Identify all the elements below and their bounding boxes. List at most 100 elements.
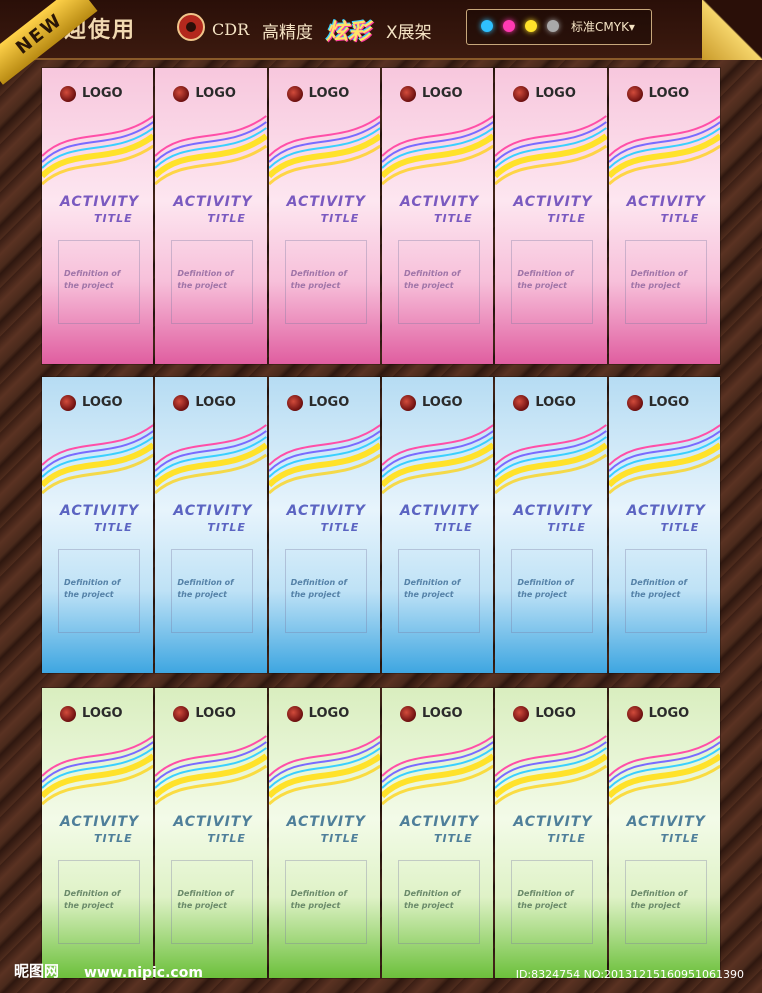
logo-text: LOGO [195,395,236,410]
xframe-panel[interactable]: LOGO ACTIVITY TITLE Definition of the proje… [155,377,267,673]
logo-text: LOGO [535,706,576,721]
image-id: ID:8324754 NO:20131215160951061390 [515,968,744,981]
project-description: Definition of the project [64,578,121,599]
rainbow-wave [495,115,607,186]
logo-icon [399,86,416,102]
xframe-panel[interactable]: LOGO ACTIVITY TITLE Definition of the proje… [495,377,607,673]
logo-icon [173,86,190,102]
site-url[interactable]: www.nipic.com [84,965,203,981]
xframe-panel[interactable]: LOGO ACTIVITY TITLE Definition of the proje… [381,68,494,364]
rainbow-wave [155,424,267,495]
activity-subtitle: TITLE [207,521,246,534]
logo-text: LOGO [421,706,463,721]
project-description: Definition of the project [177,578,234,599]
photo-frame [58,240,140,324]
xframe-panel[interactable]: LOGO ACTIVITY TITLE Definition of the proje… [495,68,607,364]
project-description: Definition of the project [630,889,687,910]
photo-frame [397,549,480,633]
high-precision-label: 高精度 [262,23,313,43]
xframe-panel[interactable]: LOGO ACTIVITY TITLE Definition of the proje… [495,688,607,978]
cmyk-label[interactable]: 标准CMYK▾ [571,20,635,34]
activity-title: ACTIVITY [286,814,366,830]
logo-text: LOGO [535,86,576,101]
xframe-panel[interactable]: LOGO ACTIVITY TITLE Definition of the proje… [608,377,720,673]
activity-title: ACTIVITY [286,194,366,210]
activity-subtitle: TITLE [660,212,700,225]
activity-subtitle: TITLE [207,212,246,225]
logo-text: LOGO [648,395,690,410]
activity-title: ACTIVITY [399,503,480,519]
panel-row-green: LOGO ACTIVITY TITLE Definition of the proje… [42,688,720,978]
logo-text: LOGO [308,395,350,410]
xframe-panel[interactable]: LOGO ACTIVITY TITLE Definition of the proje… [42,688,154,978]
activity-title: ACTIVITY [399,194,480,210]
dazzling-label: 炫彩 [326,20,371,45]
xframe-panel[interactable]: LOGO ACTIVITY TITLE Definition of the proje… [155,68,267,364]
activity-subtitle: TITLE [320,832,360,845]
logo-text: LOGO [308,706,350,721]
xframe-panel[interactable]: LOGO ACTIVITY TITLE Definition of the proje… [42,68,154,364]
activity-subtitle: TITLE [547,521,586,534]
project-description: Definition of the project [517,889,574,910]
project-description: Definition of the project [290,889,347,910]
activity-title: ACTIVITY [626,814,706,830]
rainbow-wave [381,115,494,186]
rainbow-wave [268,735,380,806]
rainbow-wave [381,735,494,806]
project-description: Definition of the project [177,889,234,910]
logo-icon [513,86,530,102]
xframe-panel[interactable]: LOGO ACTIVITY TITLE Definition of the proje… [268,377,380,673]
photo-frame [171,549,254,633]
black-dot [547,20,559,32]
xframe-panel[interactable]: LOGO ACTIVITY TITLE Definition of the proje… [381,377,494,673]
logo-icon [286,395,303,411]
rainbow-wave [608,424,720,495]
rainbow-wave [608,115,720,186]
logo-text: LOGO [421,395,463,410]
rainbow-wave [381,424,494,495]
photo-frame [397,860,480,944]
logo-icon [399,395,416,411]
logo-text: LOGO [648,86,690,101]
activity-subtitle: TITLE [207,832,246,845]
activity-subtitle: TITLE [320,521,360,534]
project-description: Definition of the project [290,578,347,599]
logo-icon [173,395,190,411]
activity-subtitle: TITLE [320,212,360,225]
logo-text: LOGO [308,86,350,101]
photo-frame [284,860,367,944]
cmyk-selector[interactable]: 标准CMYK▾ [466,9,652,45]
logo-icon [399,706,416,722]
xframe-panel[interactable]: LOGO ACTIVITY TITLE Definition of the proje… [608,688,720,978]
photo-frame [624,240,707,324]
activity-subtitle: TITLE [94,212,133,225]
activity-subtitle: TITLE [660,832,700,845]
logo-icon [513,395,530,411]
logo-text: LOGO [195,86,236,101]
logo-text: LOGO [535,395,576,410]
rainbow-wave [155,115,267,186]
logo-text: LOGO [421,86,463,101]
xframe-panel[interactable]: LOGO ACTIVITY TITLE Definition of the proje… [381,688,494,978]
xframe-panel[interactable]: LOGO ACTIVITY TITLE Definition of the proje… [42,377,154,673]
logo-icon [60,395,76,411]
activity-subtitle: TITLE [547,212,586,225]
xframe-panel[interactable]: LOGO ACTIVITY TITLE Definition of the proje… [268,688,380,978]
activity-title: ACTIVITY [173,194,253,210]
rainbow-wave [42,424,154,495]
xframe-panel[interactable]: LOGO ACTIVITY TITLE Definition of the proje… [268,68,380,364]
photo-frame [397,240,480,324]
rainbow-wave [608,735,720,806]
activity-subtitle: TITLE [433,212,473,225]
project-description: Definition of the project [403,269,461,290]
activity-subtitle: TITLE [433,832,473,845]
activity-title: ACTIVITY [626,503,706,519]
rainbow-wave [268,115,380,186]
logo-text: LOGO [195,706,236,721]
logo-text: LOGO [82,86,123,101]
activity-title: ACTIVITY [399,814,480,830]
panel-row-blue: LOGO ACTIVITY TITLE Definition of the proje… [42,377,720,673]
xframe-panel[interactable]: LOGO ACTIVITY TITLE Definition of the proje… [608,68,720,364]
cdr-logo-icon [177,13,205,41]
xframe-panel[interactable]: LOGO ACTIVITY TITLE Definition of the proje… [155,688,267,978]
